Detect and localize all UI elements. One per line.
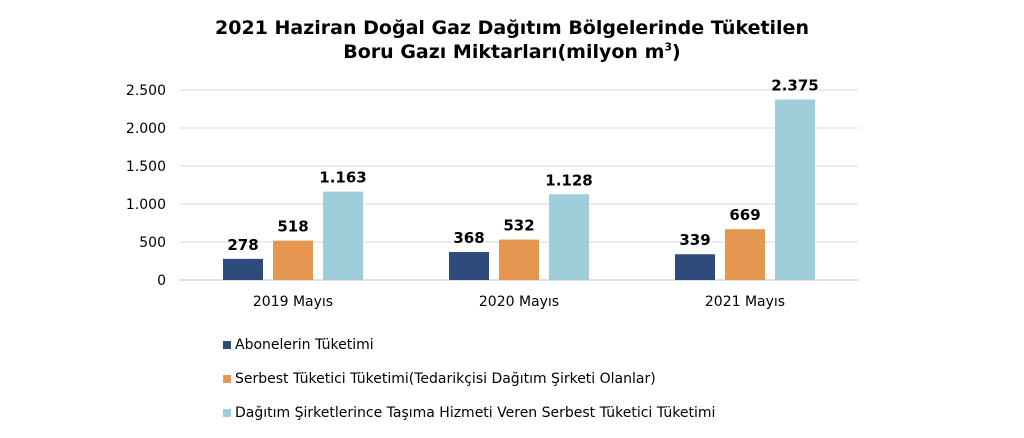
y-tick-label: 1.000	[126, 197, 166, 213]
legend-swatch-series1	[223, 341, 231, 349]
y-tick-label: 0	[157, 273, 166, 289]
chart-title-line1: 2021 Haziran Doğal Gaz Dağıtım Bölgeleri…	[215, 17, 809, 39]
x-tick-label: 2020 Mayıs	[479, 294, 559, 310]
legend-label-series3: Dağıtım Şirketlerince Taşıma Hizmeti Ver…	[235, 405, 716, 421]
bar-value-label: 532	[503, 217, 534, 235]
bar-value-label: 339	[679, 231, 710, 249]
bar-value-label: 1.128	[545, 171, 592, 189]
x-tick-label: 2019 Mayıs	[253, 294, 333, 310]
bar-series3	[323, 191, 363, 280]
bar-value-labels: 278 518 1.163 368 532 1.128 339 669 2.375	[227, 77, 818, 254]
legend-item-series1: Abonelerin Tüketimi	[223, 328, 715, 362]
bar-value-label: 1.163	[319, 169, 366, 187]
bar-value-label: 518	[277, 218, 308, 236]
x-axis-ticks: 2019 Mayıs 2020 Mayıs 2021 Mayıs	[253, 294, 785, 310]
bar-series1	[449, 252, 489, 280]
chart-title-superscript: 3	[664, 40, 673, 54]
bar-series2	[273, 240, 313, 280]
legend-swatch-series3	[223, 409, 231, 417]
y-tick-label: 1.500	[126, 159, 166, 175]
bars	[223, 99, 815, 280]
legend-swatch-series2	[223, 375, 231, 383]
x-tick-label: 2021 Mayıs	[705, 294, 785, 310]
legend-label-series2: Serbest Tüketici Tüketimi(Tedarikçisi Da…	[235, 371, 656, 387]
y-axis-ticks: 0 500 1.000 1.500 2.000 2.500	[126, 83, 166, 289]
bar-series1	[675, 254, 715, 280]
bar-series1	[223, 258, 263, 280]
legend-item-series2: Serbest Tüketici Tüketimi(Tedarikçisi Da…	[223, 362, 715, 396]
chart-title-line2: Boru Gazı Miktarları(milyon m3)	[0, 40, 1024, 64]
bar-value-label: 278	[227, 236, 258, 254]
legend-label-series1: Abonelerin Tüketimi	[235, 337, 374, 353]
bar-series2	[725, 229, 765, 280]
bar-series2	[499, 239, 539, 280]
legend-item-series3: Dağıtım Şirketlerince Taşıma Hizmeti Ver…	[223, 396, 715, 430]
chart-title-line2-text: Boru Gazı Miktarları(milyon m	[343, 41, 665, 63]
bar-series3	[549, 194, 589, 280]
y-tick-label: 2.500	[126, 83, 166, 99]
y-tick-label: 500	[139, 235, 166, 251]
bar-value-label: 368	[453, 229, 484, 247]
bar-value-label: 669	[729, 206, 760, 224]
bar-value-label: 2.375	[771, 77, 818, 95]
bar-series3	[775, 99, 815, 280]
chart-title: 2021 Haziran Doğal Gaz Dağıtım Bölgeleri…	[0, 16, 1024, 64]
legend: Abonelerin Tüketimi Serbest Tüketici Tük…	[223, 328, 715, 430]
y-tick-label: 2.000	[126, 121, 166, 137]
chart-title-line2-end: )	[672, 41, 681, 63]
